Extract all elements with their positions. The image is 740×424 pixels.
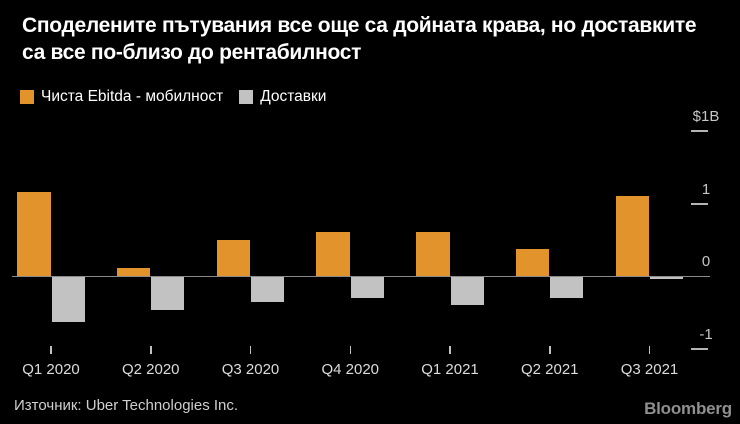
x-axis-label-q1-2021: Q1 2021 (421, 361, 479, 378)
bar-mobility-q1-2021 (416, 231, 450, 276)
bar-delivery-q4-2020 (350, 276, 384, 298)
legend-swatch-delivery-icon (239, 90, 254, 104)
x-axis-tick-q3-2020 (249, 346, 252, 354)
legend: Чиста Ebitda - мобилност Доставки (20, 88, 326, 106)
bar-delivery-q2-2021 (550, 276, 584, 298)
x-axis-tick-q2-2021 (549, 346, 551, 354)
bar-mobility-q2-2020 (116, 268, 151, 276)
x-axis-tick-q1-2020 (50, 346, 52, 354)
y-axis-label-1: 1 (701, 180, 711, 198)
x-axis-tick-q1-2021 (449, 346, 451, 354)
bar-mobility-q2-2021 (515, 249, 550, 276)
x-axis-label-q3-2021: Q3 2021 (620, 361, 679, 378)
bar-delivery-q3-2021 (650, 276, 683, 279)
legend-item-mobility: Чиста Ebitda - мобилност (20, 88, 223, 106)
bar-delivery-q2-2020 (151, 276, 185, 311)
bloomberg-logo: Bloomberg (644, 399, 732, 418)
legend-item-delivery: Доставки (239, 88, 326, 106)
y-axis-tick--1 (691, 347, 708, 350)
x-axis-tick-q4-2020 (349, 346, 351, 354)
legend-swatch-mobility-icon (20, 90, 34, 104)
source-note: Източник: Uber Technologies Inc. (14, 397, 239, 414)
bar-delivery-q1-2021 (450, 276, 484, 305)
x-axis-tick-q2-2020 (150, 346, 152, 354)
x-axis-label-q4-2020: Q4 2020 (321, 361, 380, 378)
x-axis-label-q3-2020: Q3 2020 (221, 361, 280, 378)
legend-label-delivery: Доставки (260, 88, 327, 105)
x-axis-label-q2-2021: Q2 2021 (520, 361, 579, 378)
bar-mobility-q4-2020 (316, 231, 350, 276)
x-axis-zero-line (12, 275, 710, 278)
bar-mobility-q3-2021 (615, 196, 649, 276)
bar-delivery-q1-2020 (51, 276, 85, 322)
bar-mobility-q1-2020 (17, 191, 51, 276)
x-axis-label-q2-2020: Q2 2020 (121, 361, 180, 378)
x-axis-label-q1-2020: Q1 2020 (22, 361, 80, 378)
legend-label-mobility: Чиста Ebitda - мобилност (41, 88, 224, 105)
chart-title: Споделените пътувания все още са дойната… (22, 14, 697, 64)
bar-delivery-q3-2020 (251, 276, 284, 303)
y-axis-label-0: 0 (701, 253, 711, 270)
x-axis-tick-q3-2021 (648, 346, 651, 354)
y-axis-label--1: -1 (699, 325, 713, 343)
y-axis-label-usd1b: $1B (692, 108, 720, 125)
y-axis-tick-usd1b (691, 130, 708, 132)
bar-mobility-q3-2020 (216, 239, 250, 276)
y-axis-tick-1 (691, 202, 708, 205)
